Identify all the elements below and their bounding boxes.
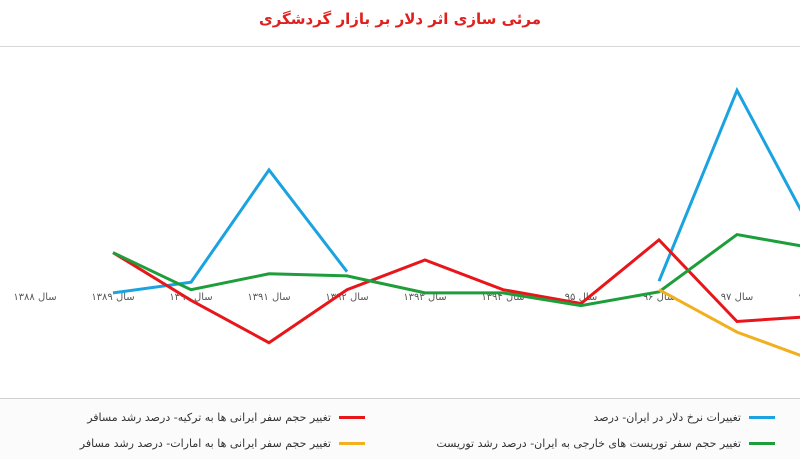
series-lines — [112, 86, 800, 357]
legend-swatch-foreign-tourists — [749, 442, 775, 445]
x-tick-label: سال ۱۳۹۱ — [247, 292, 290, 303]
x-tick-label: سال ۹۵ — [565, 292, 598, 303]
x-tick-label: سال ۱۳۹۴ — [481, 292, 524, 303]
x-tick-label: سال ۹۶ — [643, 292, 676, 303]
series-line-turkey — [112, 237, 800, 345]
legend-item-dollar: تغییرات نرخ دلار در ایران- درصد — [395, 407, 775, 427]
legend-swatch-dollar — [749, 416, 775, 419]
legend-label-foreign-tourists: تغییر حجم سفر توریست های خارجی به ایران-… — [436, 437, 741, 450]
x-tick-label: سال ۱۳۹۲ — [325, 292, 368, 303]
x-tick-label: سال ۱۳۹۰ — [169, 292, 212, 303]
series-line-dollar — [112, 86, 800, 295]
x-axis-labels: سال ۱۳۸۸ سال ۱۳۸۹ سال ۱۳۹۰ سال ۱۳۹۱ سال ۱۳۹۲… — [13, 292, 800, 303]
legend-item-foreign-tourists: تغییر حجم سفر توریست های خارجی به ایران-… — [395, 433, 775, 453]
x-tick-label: سال ۱۳۸۹ — [91, 292, 134, 303]
x-tick-label: سال ۹۸ — [799, 292, 800, 303]
legend-label-uae: تغییر حجم سفر ایرانی ها به امارات- درصد … — [79, 437, 331, 450]
x-tick-label: سال ۱۳۸۸ — [13, 292, 56, 303]
legend-item-uae: تغییر حجم سفر ایرانی ها به امارات- درصد … — [0, 433, 365, 453]
legend-swatch-uae — [339, 442, 365, 445]
title-divider — [0, 46, 800, 47]
x-tick-label: سال ۹۷ — [721, 292, 754, 303]
legend-label-dollar: تغییرات نرخ دلار در ایران- درصد — [593, 411, 741, 424]
line-chart-plot: سال ۱۳۸۸ سال ۱۳۸۹ سال ۱۳۹۰ سال ۱۳۹۱ سال ۱۳۹۲… — [13, 86, 800, 357]
chart-title: مرئی سازی اثر دلار بر بازار گردشگری — [258, 10, 542, 28]
series-line-foreign-tourists — [112, 232, 800, 308]
legend-item-turkey: تغییر حجم سفر ایرانی ها به ترکیه- درصد ر… — [0, 407, 365, 427]
legend-label-turkey: تغییر حجم سفر ایرانی ها به ترکیه- درصد ر… — [87, 411, 331, 424]
legend: تغییرات نرخ دلار در ایران- درصد تغییر حج… — [0, 398, 800, 459]
x-tick-label: سال ۱۳۹۳ — [403, 292, 446, 303]
series-line-uae — [658, 288, 800, 357]
legend-swatch-turkey — [339, 416, 365, 419]
